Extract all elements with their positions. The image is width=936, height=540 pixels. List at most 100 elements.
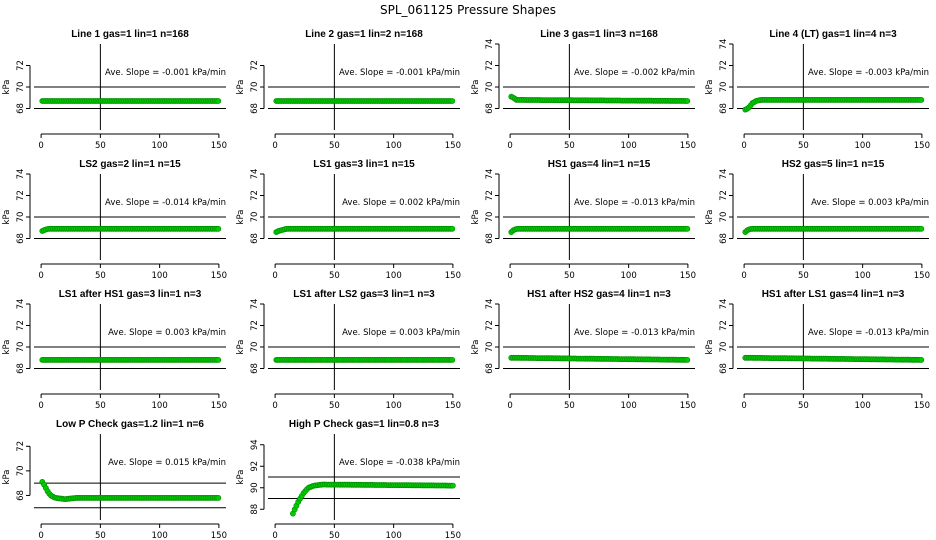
y-tick-label: 74 xyxy=(485,299,495,310)
data-point xyxy=(449,356,456,363)
y-axis-label: kPa xyxy=(236,80,246,95)
x-tick-label: 50 xyxy=(329,401,340,411)
x-tick-label: 0 xyxy=(38,401,43,411)
panel-1: Line 1 gas=1 lin=1 n=168 Ave. Slope = -0.… xyxy=(2,29,227,151)
x-tick-label: 150 xyxy=(680,141,696,151)
data-point xyxy=(215,98,222,104)
y-tick-label: 74 xyxy=(16,169,26,180)
x-tick-label: 50 xyxy=(798,271,809,281)
y-tick-label: 70 xyxy=(250,212,260,223)
slope-annotation: Ave. Slope = -0.014 kPa/min xyxy=(105,198,226,208)
data-point xyxy=(918,225,925,232)
panel-title: Line 1 gas=1 lin=1 n=168 xyxy=(71,29,189,40)
y-tick-label: 70 xyxy=(16,465,26,476)
y-axis-label: kPa xyxy=(471,340,481,355)
data-point xyxy=(215,225,222,232)
x-tick-label: 50 xyxy=(329,531,340,540)
data-series xyxy=(508,93,691,104)
x-tick-label: 50 xyxy=(95,401,106,411)
y-tick-label: 68 xyxy=(16,490,26,501)
x-tick-label: 50 xyxy=(329,271,340,281)
y-tick-label: 72 xyxy=(250,190,260,201)
x-tick-label: 50 xyxy=(564,141,575,151)
y-tick-label: 72 xyxy=(719,60,729,71)
data-series xyxy=(742,97,925,113)
data-point xyxy=(449,98,456,104)
y-tick-label: 72 xyxy=(485,320,495,331)
panel-title: Line 4 (LT) gas=1 lin=4 n=3 xyxy=(769,29,897,40)
panel-7: HS1 gas=4 lin=1 n=15 Ave. Slope = -0.013 … xyxy=(471,159,696,281)
x-tick-label: 100 xyxy=(152,141,168,151)
y-tick-label: 68 xyxy=(250,103,260,114)
x-tick-label: 100 xyxy=(621,401,637,411)
x-tick-label: 0 xyxy=(507,141,512,151)
panel-title: LS1 gas=3 lin=1 n=15 xyxy=(313,159,415,170)
panel-title: Low P Check gas=1.2 lin=1 n=6 xyxy=(56,419,204,430)
x-tick-label: 150 xyxy=(914,401,930,411)
data-point xyxy=(684,98,691,104)
x-tick-label: 100 xyxy=(855,271,871,281)
data-point xyxy=(684,225,691,232)
x-tick-label: 50 xyxy=(329,141,340,151)
panel-2: Line 2 gas=1 lin=2 n=168 Ave. Slope = -0.… xyxy=(236,29,461,151)
y-tick-label: 72 xyxy=(485,190,495,201)
y-tick-label: 74 xyxy=(485,169,495,180)
y-tick-label: 68 xyxy=(16,233,26,244)
y-tick-label: 68 xyxy=(719,233,729,244)
y-tick-label: 70 xyxy=(16,342,26,353)
x-tick-label: 100 xyxy=(621,141,637,151)
x-tick-label: 0 xyxy=(272,531,277,540)
x-tick-label: 150 xyxy=(445,401,461,411)
data-point xyxy=(684,356,691,363)
x-tick-label: 0 xyxy=(272,141,277,151)
panel-3: Line 3 gas=1 lin=3 n=168 Ave. Slope = -0.… xyxy=(471,29,696,151)
panel-title: LS2 gas=2 lin=1 n=15 xyxy=(79,159,181,170)
data-series xyxy=(742,225,925,235)
slope-annotation: Ave. Slope = -0.013 kPa/min xyxy=(574,198,695,208)
x-tick-label: 150 xyxy=(211,271,227,281)
panel-title: LS1 after HS1 gas=3 lin=1 n=3 xyxy=(59,289,202,300)
panel-9: LS1 after HS1 gas=3 lin=1 n=3 Ave. Slope … xyxy=(2,289,227,411)
panel-8: HS2 gas=5 lin=1 n=15 Ave. Slope = 0.003 k… xyxy=(705,159,930,281)
data-series xyxy=(273,356,456,363)
y-tick-label: 68 xyxy=(719,363,729,374)
data-point xyxy=(215,356,222,363)
slope-annotation: Ave. Slope = 0.003 kPa/min xyxy=(342,328,460,338)
y-tick-label: 68 xyxy=(719,103,729,114)
panel-title: LS1 after LS2 gas=3 lin=1 n=3 xyxy=(293,289,435,300)
x-tick-label: 150 xyxy=(445,141,461,151)
x-tick-label: 100 xyxy=(386,531,402,540)
x-tick-label: 50 xyxy=(564,271,575,281)
y-axis-label: kPa xyxy=(705,80,715,95)
x-tick-label: 150 xyxy=(680,401,696,411)
y-tick-label: 68 xyxy=(485,233,495,244)
y-tick-label: 94 xyxy=(250,439,260,450)
y-axis-label: kPa xyxy=(2,340,12,355)
x-tick-label: 0 xyxy=(38,531,43,540)
y-tick-label: 74 xyxy=(250,299,260,310)
slope-annotation: Ave. Slope = -0.013 kPa/min xyxy=(808,328,929,338)
x-tick-label: 150 xyxy=(445,531,461,540)
data-series xyxy=(39,478,222,502)
y-tick-label: 72 xyxy=(16,320,26,331)
panel-10: LS1 after LS2 gas=3 lin=1 n=3 Ave. Slope … xyxy=(236,289,461,411)
y-tick-label: 72 xyxy=(16,190,26,201)
y-tick-label: 68 xyxy=(250,233,260,244)
data-point xyxy=(449,225,456,232)
y-tick-label: 72 xyxy=(250,60,260,71)
y-tick-label: 72 xyxy=(719,190,729,201)
x-tick-label: 100 xyxy=(855,141,871,151)
y-tick-label: 74 xyxy=(485,39,495,50)
y-axis-label: kPa xyxy=(471,210,481,225)
panel-13: Low P Check gas=1.2 lin=1 n=6 Ave. Slope … xyxy=(2,419,227,540)
slope-annotation: Ave. Slope = 0.002 kPa/min xyxy=(342,198,460,208)
x-tick-label: 150 xyxy=(211,141,227,151)
x-tick-label: 0 xyxy=(38,271,43,281)
y-tick-label: 74 xyxy=(719,299,729,310)
x-tick-label: 0 xyxy=(741,401,746,411)
panel-title: HS2 gas=5 lin=1 n=15 xyxy=(782,159,885,170)
data-series xyxy=(508,225,691,235)
data-series xyxy=(273,98,456,104)
